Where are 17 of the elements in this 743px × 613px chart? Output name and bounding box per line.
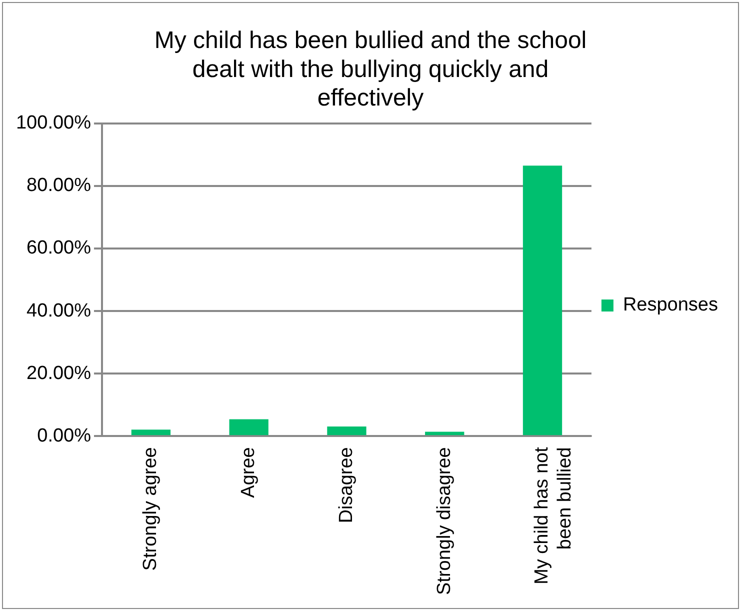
bar <box>522 166 562 436</box>
legend-label: Responses <box>622 294 718 316</box>
y-tick-label: 40.00% <box>26 300 92 322</box>
bar <box>327 426 366 436</box>
y-tick-label: 100.00% <box>16 112 92 134</box>
x-tick-label: My child has not been bullied <box>532 446 576 584</box>
x-tick-label: Disagree <box>336 447 357 524</box>
chart-title: My child has been bullied and the school dealt with the bullying quickly and effectively <box>154 27 587 112</box>
x-tick-label: Agree <box>238 447 260 498</box>
y-tick-label: 0.00% <box>37 425 92 446</box>
y-tick-label: 20.00% <box>26 362 92 384</box>
bar <box>131 430 171 436</box>
bar <box>229 419 268 436</box>
y-tick-label: 80.00% <box>26 175 92 196</box>
x-tick-label: Strongly disagree <box>434 447 455 596</box>
x-tick-label: Strongly agree <box>140 447 162 571</box>
y-tick-label: 60.00% <box>26 238 92 259</box>
